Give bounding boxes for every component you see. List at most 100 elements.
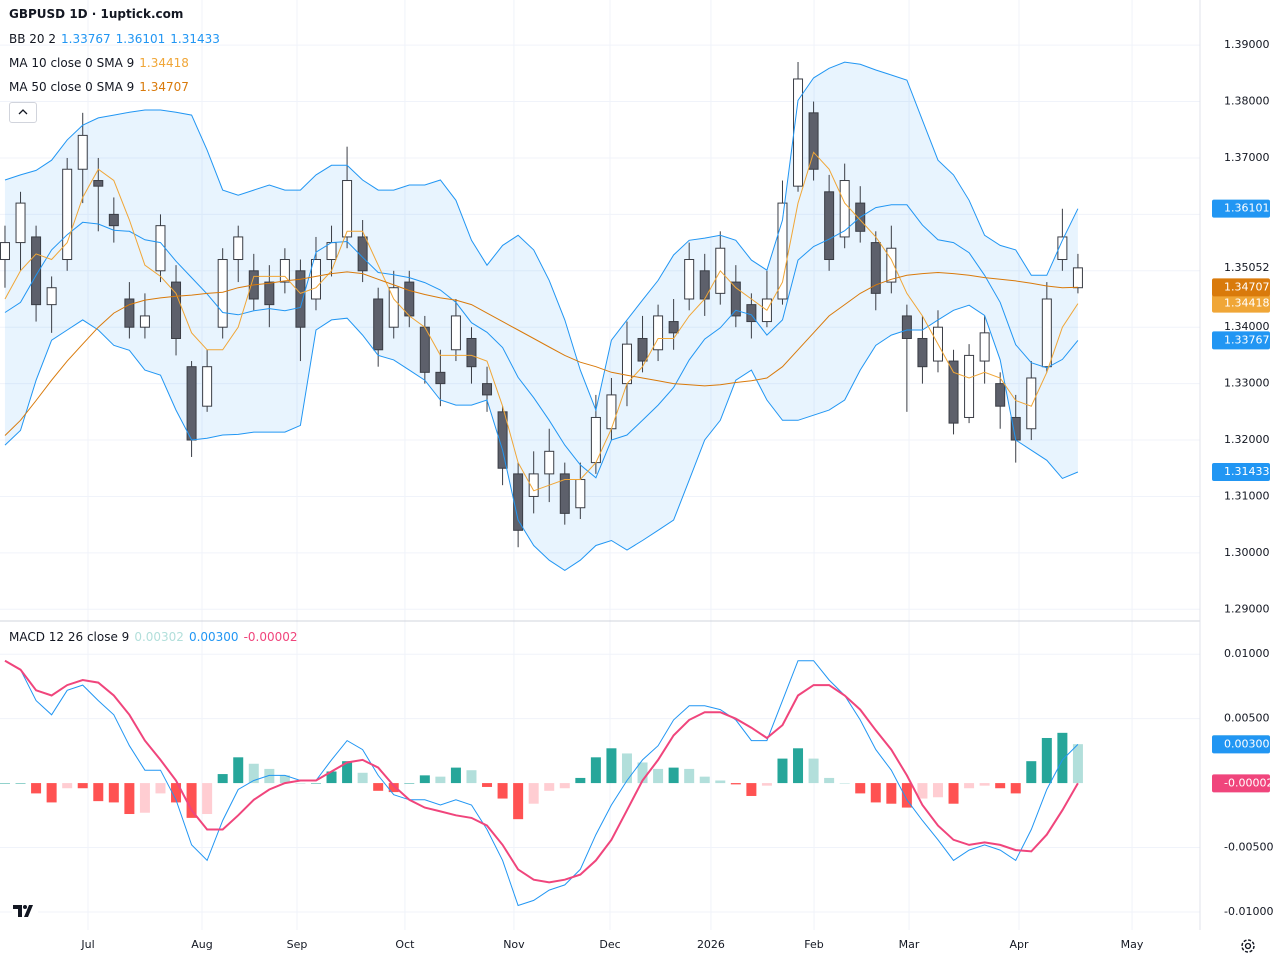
- price-tag: 0.00300: [1224, 737, 1270, 750]
- price-tag: 1.31433: [1224, 465, 1270, 478]
- histogram-bar: [93, 783, 104, 802]
- histogram-bar: [808, 758, 819, 784]
- histogram-bar: [466, 770, 477, 784]
- candle-body: [482, 383, 493, 396]
- histogram-bar: [855, 783, 866, 794]
- histogram-bar: [15, 783, 26, 784]
- histogram-bar: [544, 783, 555, 791]
- candle-body: [653, 315, 664, 351]
- price-tag-bg: [1212, 199, 1270, 218]
- x-tick-label: Dec: [599, 938, 620, 951]
- chevron: [18, 109, 28, 115]
- candle-body: [544, 450, 555, 475]
- histogram-bar: [186, 783, 197, 818]
- price-tag-bg: [1212, 463, 1270, 482]
- candle-body: [637, 337, 648, 362]
- candle-body: [964, 354, 975, 418]
- histogram-bar: [948, 783, 959, 804]
- candle-body: [1072, 267, 1083, 289]
- histogram-bar: [217, 774, 228, 784]
- candle-body: [528, 473, 539, 497]
- histogram-bar: [202, 783, 213, 815]
- macd-line: [4, 659, 1079, 884]
- collapse-button[interactable]: [9, 102, 37, 123]
- candle-body: [995, 383, 1006, 407]
- overlay-line: [4, 204, 1079, 479]
- y-tick-label: -0.01000: [1224, 905, 1273, 918]
- candle-body: [824, 191, 835, 261]
- overlay-line: [4, 304, 1079, 571]
- histogram-bar: [606, 748, 617, 784]
- candle-body: [124, 298, 135, 328]
- x-tick-label: Aug: [191, 938, 212, 951]
- gear-outer: [1241, 939, 1255, 953]
- y-tick-label: 1.30000: [1224, 546, 1270, 559]
- candle-body: [497, 411, 508, 469]
- candle-body: [917, 337, 928, 368]
- candle-body: [575, 479, 586, 509]
- histogram-bar: [668, 767, 679, 784]
- price-tag: 1.36101: [1224, 202, 1270, 215]
- histogram-bar: [326, 771, 337, 784]
- x-tick-label: Jul: [80, 938, 94, 951]
- histogram-bar: [155, 783, 166, 794]
- legend-label: BB 20 2: [9, 32, 56, 46]
- histogram-bar: [995, 783, 1006, 789]
- histogram-bar: [699, 776, 710, 784]
- histogram-bar: [139, 783, 150, 813]
- histogram-bar: [513, 783, 524, 820]
- price-tag: 1.34707: [1224, 280, 1270, 293]
- legend-label: MA 50 close 0 SMA 9: [9, 80, 135, 94]
- histogram-bar: [124, 783, 135, 815]
- legend-value: 1.34418: [139, 56, 189, 70]
- histogram-bar: [1072, 744, 1083, 784]
- candle-body: [295, 270, 306, 328]
- candle-body: [730, 281, 741, 317]
- histogram-bar: [684, 768, 695, 784]
- y-tick-label: -0.00500: [1224, 841, 1273, 854]
- price-tag-bg: [1212, 278, 1270, 297]
- macd-line: [4, 660, 1079, 907]
- histogram-bar: [0, 783, 10, 784]
- settings-icon[interactable]: [1241, 939, 1255, 953]
- histogram-bar: [279, 775, 290, 784]
- histogram-bar: [839, 783, 850, 784]
- candle-body: [46, 287, 57, 306]
- histogram-bar: [1057, 732, 1068, 784]
- legend-value: 0.00300: [188, 630, 239, 644]
- histogram-bar: [1041, 737, 1052, 784]
- histogram-bar: [450, 767, 461, 784]
- candle-body: [886, 247, 897, 283]
- candle-body: [808, 112, 819, 170]
- legend-value: 1.34707: [139, 80, 189, 94]
- x-tick-label: Apr: [1009, 938, 1029, 951]
- candle-body: [684, 259, 695, 300]
- histogram-bar: [621, 753, 632, 784]
- candle-body: [901, 315, 912, 339]
- candle-body: [466, 337, 477, 368]
- logo-mark: [13, 905, 33, 917]
- candle-body: [606, 394, 617, 430]
- candle-body: [15, 202, 26, 244]
- candle-body: [668, 321, 679, 334]
- candle-body: [1026, 377, 1037, 430]
- candle-body: [1010, 416, 1021, 441]
- histogram-bar: [793, 748, 804, 784]
- histogram-bar: [248, 763, 259, 784]
- legend-label: MA 10 close 0 SMA 9: [9, 56, 135, 70]
- histogram-bar: [342, 761, 353, 784]
- x-tick-label: Oct: [395, 938, 415, 951]
- candle-body: [979, 332, 990, 362]
- candle-body: [326, 242, 337, 261]
- candle-body: [342, 180, 353, 238]
- candle-body: [388, 287, 399, 328]
- histogram-bar: [404, 783, 415, 784]
- logo[interactable]: [12, 902, 38, 920]
- legend-value: -0.00002: [243, 630, 298, 644]
- histogram-bar: [357, 772, 368, 784]
- candle-body: [1041, 298, 1052, 368]
- histogram-bar: [979, 783, 990, 786]
- candle-body: [264, 281, 275, 306]
- y-tick-label: 1.34000: [1224, 320, 1270, 333]
